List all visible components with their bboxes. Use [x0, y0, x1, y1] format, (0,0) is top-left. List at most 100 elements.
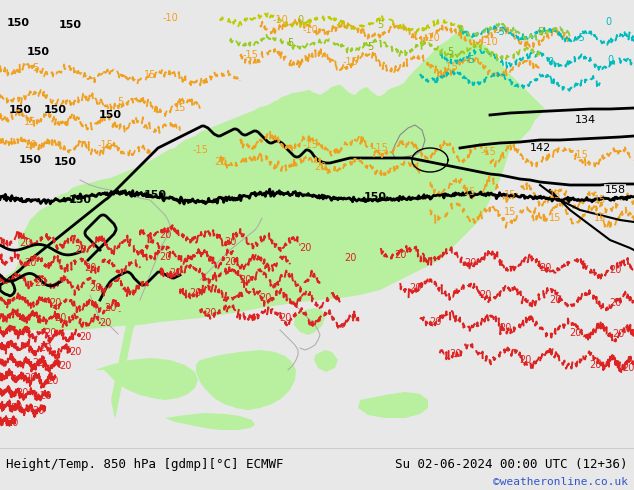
Text: 20: 20 — [69, 347, 81, 357]
Text: 0: 0 — [457, 25, 463, 35]
Text: 20: 20 — [32, 406, 44, 416]
Text: 150: 150 — [8, 105, 32, 115]
Text: 20: 20 — [169, 268, 181, 278]
Text: 0: 0 — [605, 17, 611, 27]
Text: 20: 20 — [609, 265, 621, 275]
Text: 20: 20 — [10, 403, 22, 413]
Text: -5: -5 — [575, 33, 585, 43]
Text: 20: 20 — [519, 355, 531, 365]
Text: 20: 20 — [34, 278, 46, 288]
Text: 150: 150 — [53, 157, 77, 167]
Polygon shape — [0, 31, 545, 448]
Text: 20: 20 — [279, 313, 291, 323]
Text: 142: 142 — [529, 143, 550, 153]
Text: 20: 20 — [99, 318, 111, 328]
Text: 5: 5 — [367, 42, 373, 52]
Text: 20: 20 — [622, 363, 634, 373]
Text: -15: -15 — [442, 62, 458, 72]
Text: 20: 20 — [409, 283, 421, 293]
Text: 15: 15 — [549, 190, 561, 200]
Text: 20: 20 — [54, 313, 66, 323]
Text: -15: -15 — [572, 150, 588, 160]
Text: 0: 0 — [297, 15, 303, 25]
Text: 20: 20 — [299, 243, 311, 253]
Text: 20: 20 — [214, 157, 226, 167]
Polygon shape — [196, 350, 296, 410]
Text: 20: 20 — [464, 258, 476, 268]
Text: 158: 158 — [604, 185, 626, 195]
Text: 20: 20 — [39, 391, 51, 401]
Text: -15: -15 — [97, 140, 113, 150]
Text: Height/Temp. 850 hPa [gdmp][°C] ECMWF: Height/Temp. 850 hPa [gdmp][°C] ECMWF — [6, 458, 284, 471]
Text: 15: 15 — [504, 207, 516, 217]
Text: 20: 20 — [6, 418, 18, 428]
Text: 20: 20 — [89, 283, 101, 293]
Text: 20: 20 — [32, 358, 44, 368]
Text: 20: 20 — [158, 252, 171, 262]
Text: 20: 20 — [549, 295, 561, 305]
Text: 20: 20 — [44, 328, 56, 338]
Text: 20: 20 — [24, 140, 36, 150]
Text: 5: 5 — [447, 47, 453, 57]
Text: 150: 150 — [18, 155, 41, 165]
Text: 20: 20 — [429, 317, 441, 327]
Text: 134: 134 — [574, 115, 595, 125]
Text: 0: 0 — [547, 57, 553, 67]
Text: 20: 20 — [189, 288, 201, 298]
Text: 20: 20 — [39, 343, 51, 353]
Text: -10: -10 — [424, 33, 440, 43]
Text: 150: 150 — [98, 110, 122, 120]
Text: 20: 20 — [612, 329, 624, 339]
Text: -10: -10 — [482, 37, 498, 47]
Text: 20: 20 — [539, 263, 551, 273]
Polygon shape — [95, 358, 198, 400]
Text: 15: 15 — [504, 190, 516, 200]
Text: 15: 15 — [144, 70, 156, 80]
Text: 20: 20 — [479, 290, 491, 300]
Text: 20: 20 — [449, 349, 461, 359]
Text: Su 02-06-2024 00:00 UTC (12+36): Su 02-06-2024 00:00 UTC (12+36) — [395, 458, 628, 471]
Text: -10: -10 — [162, 13, 178, 23]
Polygon shape — [358, 392, 428, 418]
Text: 20: 20 — [224, 237, 236, 247]
Text: 20: 20 — [259, 293, 271, 303]
Polygon shape — [90, 170, 255, 300]
Text: -10: -10 — [272, 15, 288, 25]
Text: 150: 150 — [58, 20, 82, 30]
Text: 15: 15 — [174, 103, 186, 113]
Text: 0: 0 — [607, 55, 613, 65]
Text: 150: 150 — [143, 190, 167, 200]
Text: -15: -15 — [372, 143, 388, 153]
Text: 20: 20 — [24, 258, 36, 268]
Polygon shape — [165, 413, 255, 430]
Text: 20: 20 — [204, 308, 216, 318]
Text: 20: 20 — [59, 361, 71, 371]
Text: 15: 15 — [549, 213, 561, 223]
Text: 150: 150 — [6, 18, 30, 28]
Text: 20: 20 — [499, 323, 511, 333]
Text: 15: 15 — [24, 117, 36, 127]
Text: 20: 20 — [74, 245, 86, 255]
Text: 20: 20 — [344, 253, 356, 263]
Text: -15: -15 — [192, 145, 208, 155]
Polygon shape — [111, 300, 140, 418]
Text: 5: 5 — [117, 97, 123, 107]
Text: 20: 20 — [84, 263, 96, 273]
Text: -15: -15 — [302, 140, 318, 150]
Text: -10: -10 — [302, 25, 318, 35]
Text: 20: 20 — [79, 332, 91, 342]
Text: 5: 5 — [377, 20, 383, 30]
Text: -15: -15 — [242, 50, 258, 60]
Text: -15: -15 — [342, 57, 358, 67]
Text: 150: 150 — [27, 47, 49, 57]
Text: -15: -15 — [480, 147, 496, 157]
Text: 20: 20 — [569, 328, 581, 338]
Polygon shape — [294, 308, 325, 335]
Text: 20: 20 — [314, 162, 326, 172]
Polygon shape — [314, 350, 338, 372]
Text: -5: -5 — [465, 55, 475, 65]
Text: 150: 150 — [68, 195, 91, 205]
Text: 20: 20 — [589, 360, 601, 370]
Text: 5: 5 — [537, 27, 543, 37]
Text: 20: 20 — [239, 275, 251, 285]
